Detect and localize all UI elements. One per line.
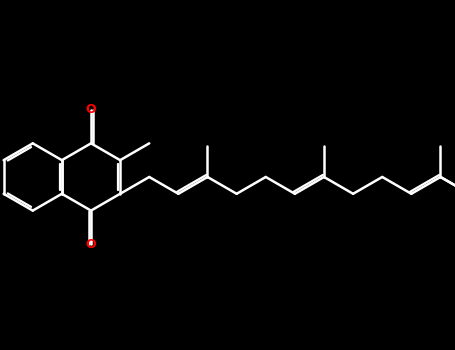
Text: O: O bbox=[86, 238, 96, 251]
Text: O: O bbox=[86, 103, 96, 116]
